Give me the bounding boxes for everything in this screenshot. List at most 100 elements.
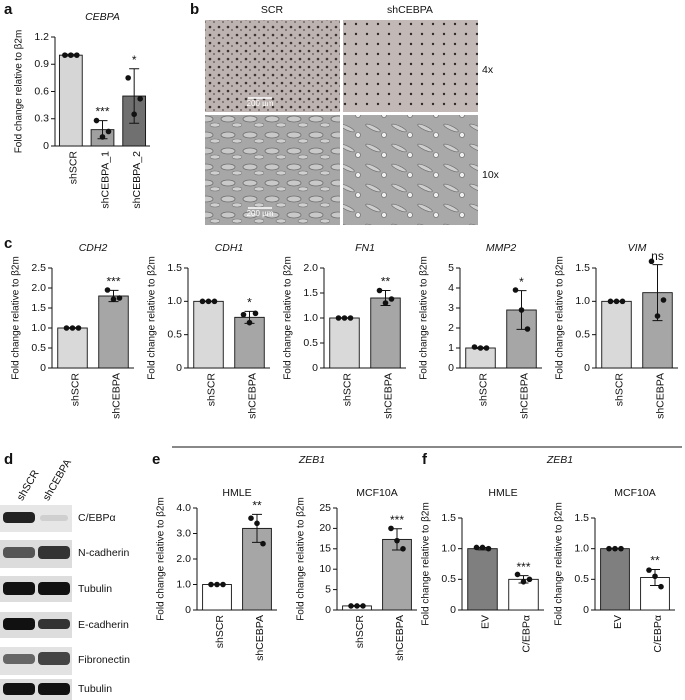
category-label: shCEBPA (382, 373, 394, 419)
y-tick-label: 4 (448, 282, 454, 294)
data-point (388, 296, 395, 302)
data-point (485, 545, 492, 552)
protein-label: Tubulin (78, 583, 112, 595)
data-point (376, 287, 383, 294)
chart-title: MCF10A (356, 487, 397, 499)
y-tick-label: 2.0 (31, 282, 46, 294)
y-tick-label: 2.0 (303, 262, 318, 274)
data-point (524, 326, 531, 332)
data-point (518, 307, 525, 313)
scale-label: 200 µm (247, 209, 274, 218)
data-point (260, 540, 266, 547)
chart-title: FN1 (355, 242, 375, 254)
y-tick-label: 2 (448, 322, 454, 334)
bar (329, 317, 360, 369)
y-tick-label: 0 (325, 604, 331, 616)
category-label: C/EBPα (652, 615, 664, 653)
y-tick-label: 0.5 (441, 573, 456, 585)
y-tick-label: 0 (583, 604, 589, 616)
bar (202, 584, 232, 611)
y-tick-label: 0 (584, 362, 590, 374)
y-axis-label: Fold change relative to β2m (11, 256, 22, 380)
blot (0, 505, 72, 700)
y-tick-label: 0 (40, 362, 46, 374)
data-point (512, 287, 519, 293)
data-point (199, 298, 206, 305)
y-tick-label: 0.5 (575, 328, 590, 340)
data-point (654, 313, 661, 319)
category-label: shCEBPA (254, 615, 266, 661)
panel-letter: c (4, 235, 12, 252)
category-label: shCEBPA (654, 373, 666, 419)
data-point (62, 52, 68, 58)
data-point (252, 310, 259, 317)
chart-title: MMP2 (486, 242, 516, 254)
micrograph (343, 115, 478, 225)
category-label: EV (612, 615, 624, 629)
y-tick-label: 5 (448, 262, 454, 274)
bar (58, 54, 83, 147)
data-point (335, 315, 342, 321)
column-label: shCEBPA (387, 4, 433, 16)
y-tick-label: 1.5 (31, 302, 46, 314)
significance: * (247, 296, 252, 310)
micrograph (205, 115, 340, 225)
y-tick-label: 0.5 (303, 337, 318, 349)
y-axis-label: Fold change relative to β2m (555, 256, 566, 380)
protein-label: E-cadherin (78, 619, 129, 631)
protein-label: Tubulin (78, 683, 112, 695)
bar (467, 548, 498, 611)
y-axis-label: Fold change relative to β2m (421, 502, 432, 626)
data-point (125, 75, 131, 81)
bar (370, 297, 401, 369)
data-point (137, 95, 143, 102)
y-tick-label: 1.5 (167, 262, 182, 274)
significance: *** (516, 560, 530, 574)
row-label: 4x (482, 64, 494, 76)
category-label: shSCR (205, 373, 217, 407)
lane-label: shCEBPA (41, 457, 74, 503)
y-axis-label: Fold change relative to β2m (419, 256, 430, 380)
data-point (646, 567, 652, 573)
data-point (208, 581, 214, 588)
micrograph (343, 20, 478, 112)
data-point (360, 603, 366, 609)
panel-letter: d (4, 451, 13, 468)
y-tick-label: 0 (312, 362, 318, 374)
protein-label: C/EBPα (78, 512, 116, 524)
category-label: C/EBPα (520, 615, 532, 653)
data-point (104, 287, 111, 293)
data-point (63, 325, 70, 331)
y-tick-label: 2.0 (176, 553, 191, 565)
panel-letter: a (4, 1, 13, 18)
data-point (520, 578, 527, 585)
y-tick-label: 3 (448, 302, 454, 314)
group-title: ZEB1 (298, 454, 325, 466)
chart-title: CDH1 (215, 242, 244, 254)
y-tick-label: 25 (319, 502, 331, 514)
data-point (205, 298, 212, 305)
category-label: shSCR (477, 373, 489, 407)
y-tick-label: 1.5 (441, 512, 456, 524)
category-label: shCEBPA_1 (99, 151, 111, 209)
y-tick-label: 1.0 (575, 295, 590, 307)
y-tick-label: 1.0 (441, 542, 456, 554)
y-tick-label: 0 (185, 604, 191, 616)
category-label: shCEBPA (246, 373, 258, 419)
chart-title: VIM (628, 242, 647, 254)
lane-label: shSCR (15, 468, 42, 503)
bar (465, 347, 496, 369)
y-tick-label: 20 (319, 522, 331, 534)
y-tick-label: 0 (43, 140, 49, 152)
data-point (99, 134, 106, 140)
data-point (652, 573, 658, 580)
significance: ** (381, 275, 391, 289)
data-point (607, 298, 614, 305)
data-point (348, 603, 354, 609)
category-label: shSCR (613, 373, 625, 407)
data-point (388, 525, 394, 532)
column-label: SCR (261, 4, 284, 16)
row-label: 10x (482, 169, 500, 181)
y-axis-label: Fold change relative to β2m (14, 30, 25, 154)
